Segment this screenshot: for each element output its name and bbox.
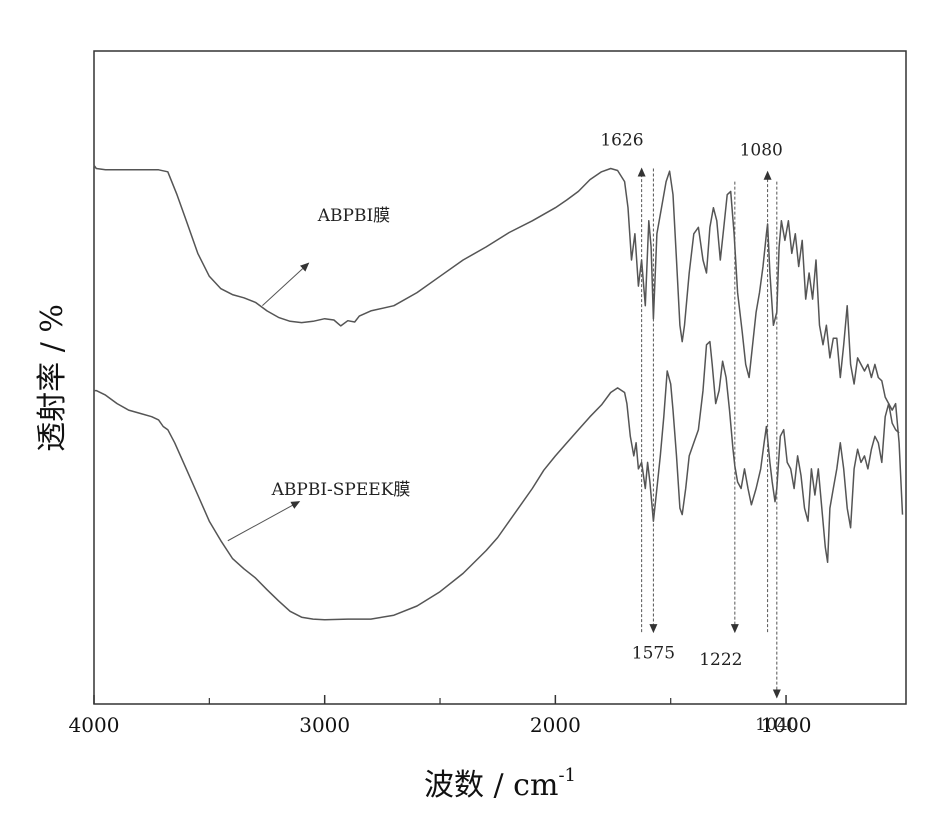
peak-label: 1222 [699,650,742,670]
peak-label: 1040 [755,715,798,735]
series-label-text: ABPBI膜 [317,206,390,226]
peak-label: 1626 [600,131,643,151]
plot-frame [93,50,907,705]
spectrum-series [93,164,904,621]
x-axis-title: 波数 / cm-1 [424,765,576,803]
series-label-arrow [262,262,310,307]
y-axis-title: 透射率 / % [35,304,70,452]
series-label-text: ABPBI-SPEEK膜 [271,480,411,500]
peak-label: 1080 [740,140,783,160]
x-tick-label: 2000 [530,713,581,737]
peak-label: 1575 [632,643,675,663]
x-tick-label: 1000 [761,713,812,737]
x-axis-ticks: 4000 3000 2000 1000 [69,695,812,737]
series-label-arrow [227,501,301,542]
series-line [94,340,904,621]
x-tick-label: 4000 [69,713,120,737]
peak-annotations: 1626 1575 1080 1222 1040 [600,131,798,735]
x-tick-label: 3000 [299,713,350,737]
x-axis-title-text: 波数 / cm [424,768,558,803]
series-labels: ABPBI膜 ABPBI-SPEEK膜 [227,206,411,542]
series-line [93,164,900,434]
x-axis-title-superscript: -1 [558,765,576,786]
